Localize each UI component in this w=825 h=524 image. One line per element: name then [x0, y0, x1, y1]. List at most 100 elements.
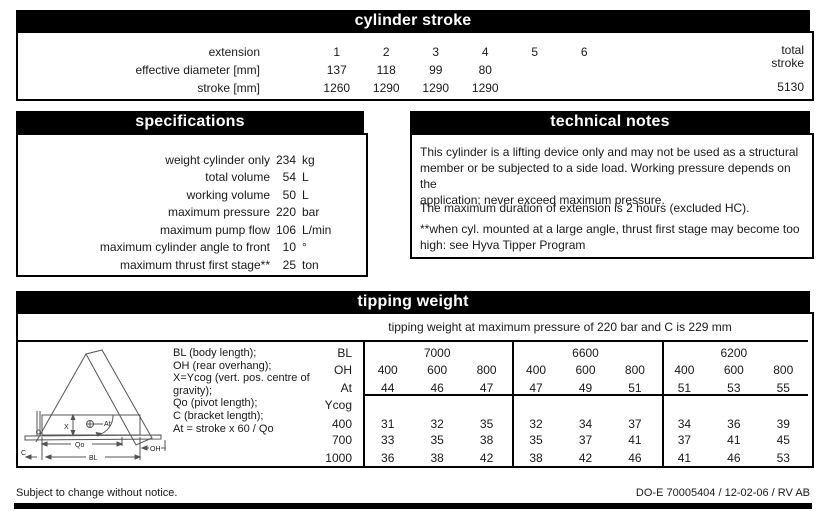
cell: 47 [479, 381, 494, 395]
row-label: 700 [331, 433, 352, 447]
cell: 7000 [423, 346, 451, 360]
spec-unit: L/min [302, 222, 332, 237]
cell: 39 [776, 417, 790, 431]
row-label: BL [337, 346, 352, 360]
table-row: 36 38 42 38 42 46 41 46 53 [363, 451, 808, 465]
spec-unit: L [302, 187, 309, 202]
spec-value: 220 [275, 204, 296, 219]
cell: 51 [677, 381, 692, 395]
spec-value: 54 [282, 169, 296, 184]
tipping-weight-title: tipping weight [357, 293, 469, 310]
spec-label: maximum pump flow [159, 222, 270, 237]
note-paragraph: This cylinder is a lifting device only a… [420, 145, 799, 207]
diagram-legend: BL (body length); OH (rear overhang); X=… [173, 347, 310, 422]
table-row: extension 1 2 3 4 5 6 [18, 44, 609, 60]
tipper-diagram: At X Qo OH BL C [21, 349, 166, 462]
cell: 37 [578, 433, 593, 447]
table-row: 7000 6600 6200 [363, 346, 808, 360]
cell: 400 [674, 363, 695, 377]
cell: 35 [479, 417, 494, 431]
divider [363, 340, 365, 466]
cell: 400 [526, 363, 547, 377]
cell: 800 [773, 363, 794, 377]
cell: 400 [377, 363, 398, 377]
cell: 38 [529, 451, 543, 465]
cell: 46 [430, 381, 444, 395]
specifications-title: specifications [135, 113, 245, 130]
note-paragraph: The maximum duration of extension is 2 h… [420, 201, 750, 215]
cell: 33 [381, 433, 395, 447]
divider [512, 340, 514, 466]
cell: 49 [578, 381, 593, 395]
cell: 47 [529, 381, 543, 395]
table-row: 31 32 35 32 34 37 34 36 39 [363, 417, 808, 431]
cell: 42 [578, 451, 593, 465]
cell: 41 [727, 433, 741, 447]
row-label: extension [208, 45, 260, 59]
divider [18, 340, 808, 342]
cell: 34 [677, 417, 692, 431]
cell: 34 [578, 417, 593, 431]
cell: 38 [430, 451, 444, 465]
cell: 6200 [720, 346, 748, 360]
cell: 37 [677, 433, 692, 447]
cell: 42 [479, 451, 494, 465]
cell: 600 [575, 363, 596, 377]
footer-notice: Subject to change without notice. [16, 487, 178, 499]
spec-row: maximum pressure 220 bar [18, 204, 319, 219]
footer-document-code: DO-E 70005404 / 12-02-06 / RV AB [635, 487, 810, 499]
spec-row: working volume 50 L [18, 187, 309, 202]
cell: 55 [776, 381, 790, 395]
at-formula: At = stroke x 60 / Qo [173, 423, 274, 435]
divider [662, 340, 664, 466]
cell: 800 [476, 363, 497, 377]
technical-notes-panel: This cylinder is a lifting device only a… [410, 133, 814, 259]
spec-value: 106 [275, 222, 296, 237]
row-label: 400 [331, 417, 352, 431]
spec-label: weight cylinder only [165, 152, 270, 167]
cell: 137 [326, 63, 347, 77]
cell: 32 [529, 417, 543, 431]
table-row: 44 46 47 47 49 51 51 53 55 [363, 381, 808, 395]
divider [363, 394, 808, 396]
cell: 5 [531, 45, 539, 59]
cylinder-stroke-table: extension 1 2 3 4 5 6 effective diameter… [16, 31, 814, 101]
spec-unit: ton [302, 257, 319, 272]
cell: 51 [628, 381, 642, 395]
cell: 46 [628, 451, 642, 465]
row-label: effective diameter [mm] [135, 63, 261, 77]
spec-value: 234 [275, 152, 296, 167]
cell: 35 [529, 433, 543, 447]
cell: 46 [727, 451, 741, 465]
cell: 53 [727, 381, 741, 395]
cell: 6 [580, 45, 588, 59]
cylinder-stroke-title: cylinder stroke [354, 12, 472, 29]
cell: 35 [430, 433, 444, 447]
table-row: stroke [mm] 1260 1290 1290 1290 [18, 80, 609, 96]
spec-label: maximum cylinder angle to front [99, 239, 270, 254]
specifications-header: specifications [16, 111, 364, 133]
cell: 3 [432, 45, 440, 59]
cell: 600 [723, 363, 744, 377]
tipping-weight-header: tipping weight [16, 291, 810, 312]
cell: 99 [429, 63, 443, 77]
cell: 53 [776, 451, 790, 465]
diagram-label-oh: OH [150, 446, 161, 453]
cell: 1260 [323, 81, 351, 95]
cell: 800 [624, 363, 645, 377]
cell: 1 [333, 45, 341, 59]
table-row: effective diameter [mm] 137 118 99 80 [18, 62, 609, 78]
note-paragraph: **when cyl. mounted at a large angle, th… [420, 222, 800, 252]
cell: 37 [628, 417, 642, 431]
row-label: OH [334, 363, 352, 377]
spec-row: maximum thrust first stage** 25 ton [18, 257, 319, 272]
spec-unit: ° [302, 239, 307, 254]
cell: 118 [376, 63, 396, 77]
diagram-label-at: At [104, 421, 111, 428]
cell: 80 [478, 63, 492, 77]
cylinder-stroke-header: cylinder stroke [16, 10, 810, 31]
total-stroke-value: 5130 [777, 80, 804, 94]
cell: 6600 [572, 346, 599, 360]
diagram-label-bl: BL [89, 455, 98, 462]
